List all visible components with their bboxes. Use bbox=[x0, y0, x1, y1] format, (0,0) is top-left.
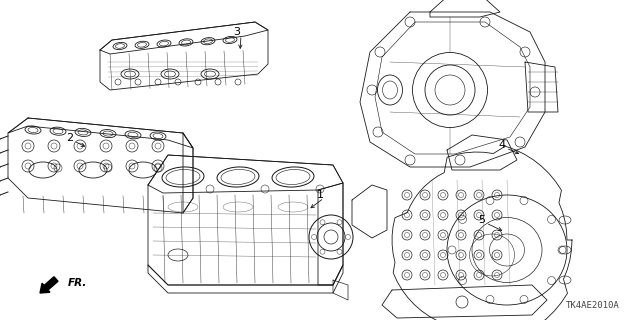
Text: 2: 2 bbox=[67, 133, 74, 143]
Text: FR.: FR. bbox=[68, 278, 88, 288]
Text: 3: 3 bbox=[234, 27, 241, 37]
Text: 5: 5 bbox=[479, 215, 486, 225]
FancyArrow shape bbox=[40, 277, 58, 293]
Text: 4: 4 bbox=[499, 140, 506, 150]
Text: TK4AE2010A: TK4AE2010A bbox=[566, 301, 620, 310]
Text: 1: 1 bbox=[317, 190, 323, 200]
